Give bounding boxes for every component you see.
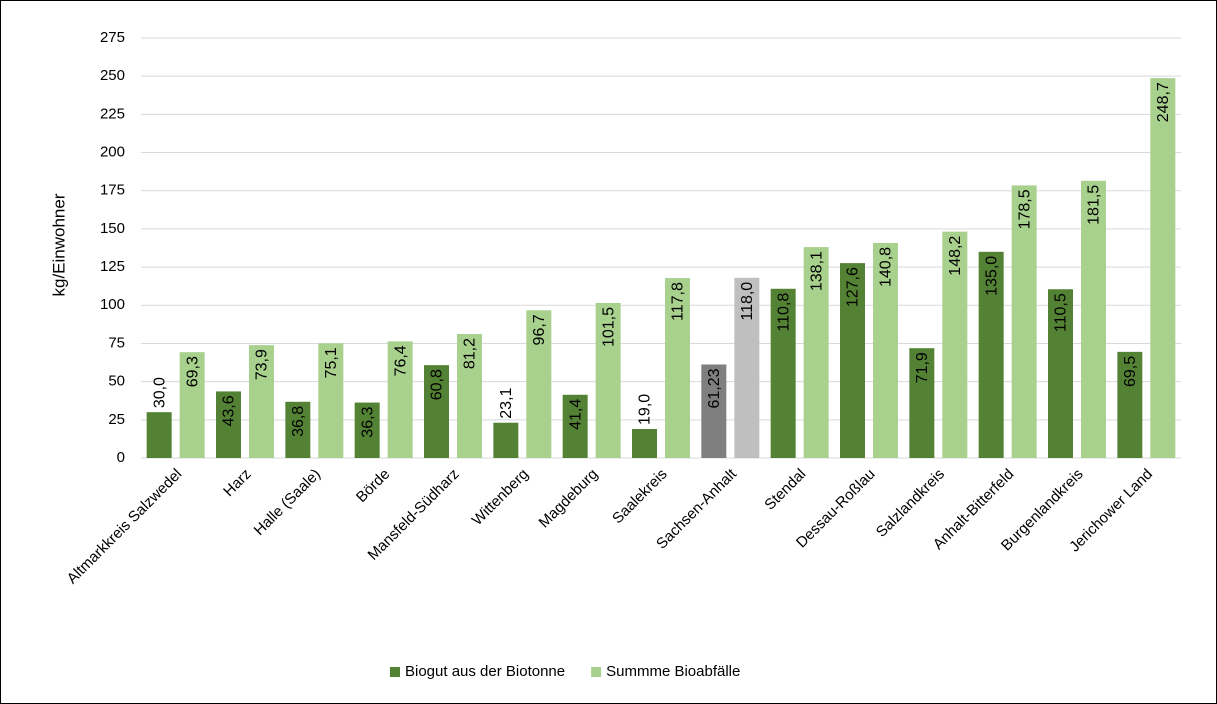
- bar: [632, 428, 657, 458]
- value-label: 41,4: [567, 399, 584, 430]
- y-tick-label: 275: [100, 29, 125, 46]
- bar: [770, 288, 796, 458]
- value-label: 30,0: [151, 377, 168, 408]
- bar: [562, 394, 588, 458]
- value-label: 138,1: [808, 251, 825, 291]
- bar: [179, 352, 205, 458]
- value-label: 19,0: [637, 394, 654, 425]
- value-label: 127,6: [845, 267, 862, 307]
- value-label: 61,23: [706, 368, 723, 408]
- value-label: 43,6: [221, 395, 238, 426]
- bar: [457, 333, 482, 458]
- bar: [285, 401, 311, 458]
- bar: [146, 412, 172, 458]
- legend-swatch: [390, 667, 400, 677]
- bar: [595, 302, 621, 458]
- value-label: 178,5: [1016, 189, 1033, 229]
- bar: [942, 231, 968, 458]
- bar: [387, 341, 413, 458]
- value-label: 118,0: [739, 282, 756, 321]
- y-tick-label: 25: [108, 411, 125, 428]
- value-label: 148,2: [947, 236, 964, 276]
- bar: [1150, 78, 1176, 459]
- y-tick-label: 175: [100, 182, 125, 199]
- value-label: 73,9: [254, 349, 271, 380]
- value-label: 96,7: [531, 314, 548, 345]
- bar: [354, 402, 380, 458]
- value-label: 69,3: [184, 356, 201, 387]
- y-axis-title: kg/Einwohner: [49, 193, 68, 296]
- y-tick-label: 225: [100, 105, 125, 122]
- value-label: 110,8: [775, 293, 792, 332]
- bar: [665, 278, 690, 458]
- bar: [216, 391, 241, 458]
- value-label: 36,8: [290, 406, 307, 437]
- bar: [803, 247, 829, 458]
- value-label: 60,8: [429, 369, 446, 400]
- value-label: 76,4: [392, 345, 409, 376]
- bar: [1011, 185, 1037, 458]
- y-tick-label: 50: [108, 373, 125, 390]
- y-tick-label: 0: [117, 449, 125, 466]
- value-label: 135,0: [983, 256, 1000, 296]
- y-tick-label: 250: [100, 67, 125, 84]
- value-label: 71,9: [914, 352, 931, 383]
- value-label: 110,5: [1053, 293, 1070, 332]
- bar: [1048, 289, 1073, 458]
- bar: [424, 365, 449, 458]
- value-label: 81,2: [462, 338, 479, 369]
- value-label: 23,1: [498, 387, 515, 418]
- value-label: 36,3: [359, 406, 376, 437]
- bar: [318, 343, 344, 458]
- y-tick-label: 75: [108, 334, 125, 351]
- bar: [840, 263, 865, 458]
- legend-swatch: [591, 667, 602, 677]
- value-label: 101,5: [600, 307, 617, 347]
- value-label: 69,5: [1122, 356, 1139, 387]
- bar: [873, 242, 898, 458]
- bar: [526, 310, 552, 458]
- value-label: 75,1: [323, 347, 340, 378]
- bar: [734, 277, 760, 458]
- bar: [701, 364, 727, 458]
- bar: [1081, 180, 1106, 459]
- value-label: 181,5: [1086, 185, 1103, 225]
- y-tick-label: 200: [100, 144, 125, 161]
- bar: [249, 345, 274, 458]
- value-label: 248,7: [1155, 82, 1172, 122]
- bar: [1117, 351, 1143, 458]
- legend-label: Summme Bioabfälle: [606, 663, 740, 680]
- value-label: 117,8: [670, 282, 687, 321]
- y-tick-label: 100: [100, 296, 125, 313]
- y-tick-label: 125: [100, 258, 125, 275]
- bar: [493, 422, 519, 458]
- y-tick-label: 150: [100, 220, 125, 237]
- legend-label: Biogut aus der Biotonne: [405, 663, 565, 680]
- bar: [909, 348, 935, 458]
- bar: [978, 251, 1004, 458]
- value-label: 140,8: [878, 247, 895, 287]
